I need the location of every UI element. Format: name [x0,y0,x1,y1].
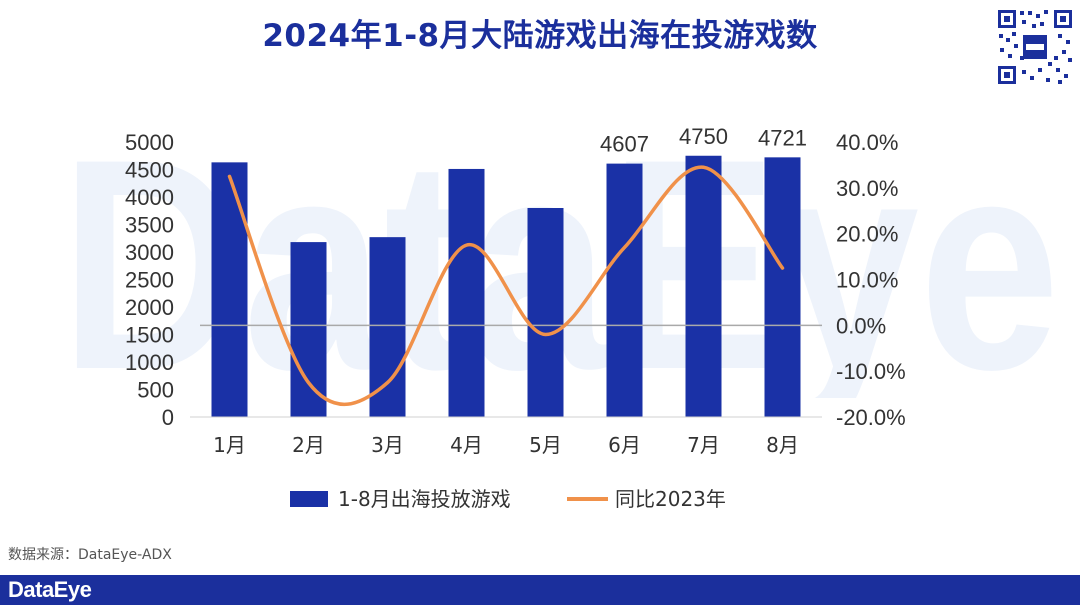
right-axis-tick: 10.0% [836,268,898,293]
x-axis-tick: 8月 [766,433,799,457]
footer-logo: DataEye [8,577,92,602]
bar-1 [211,162,248,417]
x-axis-tick: 4月 [450,433,483,457]
left-axis-tick: 3000 [125,240,174,265]
bar-data-label: 4721 [758,125,807,150]
right-axis-tick: 40.0% [836,130,898,155]
x-axis-tick: 3月 [371,433,404,457]
right-axis-tick: -20.0% [836,405,906,430]
bar-5 [527,208,564,417]
left-axis-tick: 1000 [125,350,174,375]
left-axis-tick: 0 [162,405,174,430]
bar-3 [369,237,406,417]
right-axis-tick: 0.0% [836,313,886,338]
left-axis-tick: 4500 [125,158,174,183]
bar-7 [685,155,722,417]
left-axis-tick: 1500 [125,323,174,348]
bar-2 [290,242,327,417]
left-axis-tick: 2500 [125,268,174,293]
qr-code [996,8,1074,86]
left-axis-tick: 5000 [125,130,174,155]
left-axis-tick: 2000 [125,295,174,320]
legend-label-bar: 1-8月出海投放游戏 [338,487,511,511]
bar-8 [764,157,801,417]
legend-label-line: 同比2023年 [615,487,726,511]
x-axis-tick: 2月 [292,433,325,457]
source-note: 数据来源：DataEye-ADX [8,547,172,563]
x-axis-tick: 7月 [687,433,720,457]
bar-4 [448,168,485,417]
bar-data-label: 4750 [679,124,728,149]
chart-title: 2024年1-8月大陆游戏出海在投游戏数 [262,18,818,54]
left-axis-tick: 4000 [125,185,174,210]
right-axis-tick: -10.0% [836,359,906,384]
right-axis-tick: 20.0% [836,222,898,247]
right-axis-tick: 30.0% [836,176,898,201]
footer-bar: DataEye [0,575,1080,605]
left-axis-tick: 500 [137,378,174,403]
bar-data-label: 4607 [600,132,649,157]
left-axis-tick: 3500 [125,213,174,238]
x-axis-tick: 6月 [608,433,641,457]
x-axis-tick: 5月 [529,433,562,457]
series-line-yoy [227,165,785,407]
bar-6 [606,163,643,417]
legend-swatch-bar [290,491,328,507]
x-axis-tick: 1月 [213,433,246,457]
